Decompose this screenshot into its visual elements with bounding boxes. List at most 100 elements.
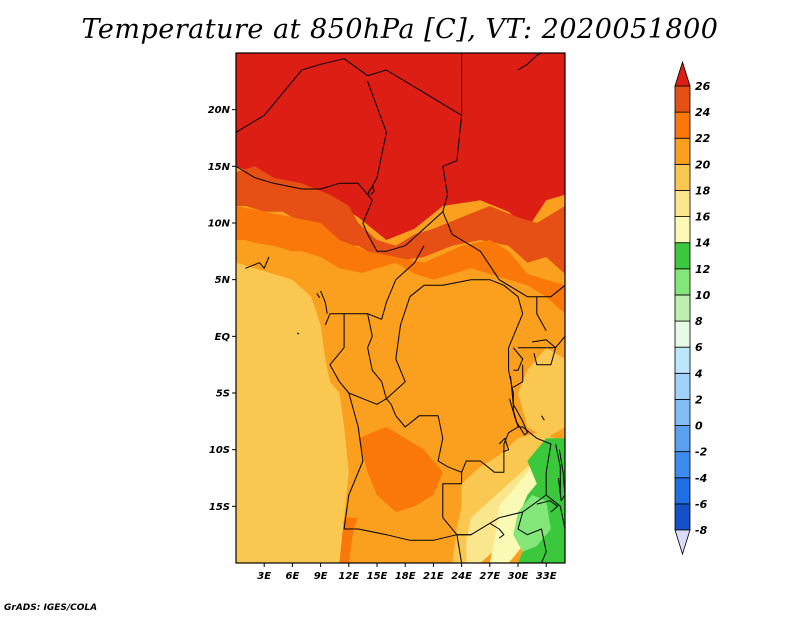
- lat-tick-label: 15S: [209, 502, 230, 513]
- border-line: [517, 53, 542, 71]
- colorbar-label: 10: [695, 289, 711, 302]
- region-central-orange: [236, 240, 565, 484]
- lon-tick-label: 30E: [508, 571, 529, 582]
- lon-tick-label: 12E: [338, 571, 359, 582]
- colorbar-segment: [674, 451, 691, 479]
- border-line: [536, 500, 558, 513]
- colorbar-low-cap: [674, 529, 691, 556]
- colorbar-segment: [674, 346, 691, 374]
- colorbar-segment: [674, 320, 691, 348]
- border-line: [532, 339, 557, 366]
- colorbar-label: 2: [695, 393, 703, 406]
- region-angola-hot: [358, 427, 443, 512]
- border-line: [555, 443, 561, 495]
- colorbar-label: 0: [695, 420, 703, 433]
- colorbar-label: 22: [695, 132, 711, 145]
- colorbar-label: 20: [695, 158, 711, 171]
- border-line: [456, 534, 463, 563]
- lon-tick-label: 3E: [257, 571, 271, 582]
- lat-tick-label: EQ: [215, 332, 231, 343]
- lon-tick-label: 24E: [451, 571, 472, 582]
- region-lake-region-light: [518, 347, 565, 439]
- lat-tick-label: 5N: [215, 275, 231, 286]
- border-line: [367, 313, 471, 536]
- border-line: [545, 494, 565, 530]
- lon-tick-label: 15E: [367, 571, 388, 582]
- region-north-central-warm: [236, 206, 565, 314]
- region-south-orange: [348, 495, 471, 563]
- border-line: [296, 332, 300, 335]
- colorbar-segment: [674, 111, 691, 139]
- longitude-axis: 3E 6E 9E 12E 15E 18E 21E 24E 27E 30E 33E: [257, 563, 557, 582]
- colorbar-segment: [674, 163, 691, 191]
- colorbar-segment: [674, 425, 691, 453]
- border-line: [518, 335, 565, 349]
- colorbar-segment: [674, 372, 691, 400]
- lon-tick-label: 6E: [286, 571, 300, 582]
- colorbar-segment: [674, 216, 691, 244]
- border-line: [541, 415, 545, 421]
- border-line: [536, 296, 547, 331]
- border-line: [512, 347, 524, 371]
- colorbar-high-cap: [674, 60, 691, 87]
- colorbar-label: -2: [695, 446, 708, 459]
- border-line: [489, 522, 505, 539]
- colorbar-label: 18: [695, 184, 711, 197]
- colorbar-label: 4: [694, 367, 703, 380]
- colorbar-label: 6: [695, 341, 703, 354]
- colorbar-label: 24: [695, 106, 710, 119]
- colorbar-segment: [674, 477, 691, 505]
- colorbar-segment: [674, 294, 691, 322]
- border-line: [245, 256, 270, 269]
- border-line: [320, 290, 328, 314]
- region-malawi-light-green: [513, 495, 551, 552]
- border-line: [509, 375, 528, 436]
- border-line: [498, 437, 510, 453]
- lat-tick-label: 20N: [208, 105, 231, 116]
- colorbar-label: -4: [695, 472, 707, 485]
- colorbar-segment: [674, 399, 691, 426]
- lon-tick-label: 21E: [423, 571, 444, 582]
- colorbar-segment: [674, 190, 691, 217]
- lon-tick-label: 9E: [314, 571, 328, 582]
- country-borders: [236, 53, 565, 563]
- border-line: [386, 279, 524, 473]
- colorbar-label: 14: [695, 237, 710, 250]
- region-west-coast-hot: [236, 166, 565, 274]
- lat-tick-label: 10N: [208, 219, 231, 230]
- plot-title: Temperature at 850hPa [C], VT: 202005180…: [81, 14, 719, 45]
- colorbar-label: -8: [695, 524, 708, 537]
- border-line: [442, 211, 565, 298]
- colorbar-segment: [674, 242, 691, 270]
- temperature-field: [236, 53, 565, 563]
- colorbar-segment: [674, 268, 691, 296]
- colorbar-label: -6: [695, 498, 708, 511]
- border-line: [517, 511, 547, 563]
- lat-tick-label: 5S: [216, 389, 230, 400]
- border-line: [348, 392, 387, 405]
- lon-tick-label: 33E: [536, 571, 557, 582]
- colorbar-segment: [674, 503, 691, 531]
- border-line: [236, 53, 463, 133]
- grads-credit: GrADS: IGES/COLA: [4, 603, 98, 613]
- border-line: [557, 449, 565, 502]
- colorbar-label: 12: [695, 263, 711, 276]
- colorbar-label: 26: [695, 80, 711, 93]
- border-line: [367, 186, 375, 196]
- region-coastal-west-light: [236, 262, 349, 563]
- latitude-axis: 20N 15N 10N 5N EQ 5S 10S 15S: [208, 105, 236, 513]
- border-line: [324, 245, 425, 326]
- border-line: [236, 115, 463, 252]
- colorbar-label: 16: [695, 211, 711, 224]
- border-line: [316, 293, 321, 299]
- lat-tick-label: 15N: [208, 162, 231, 173]
- colorbar-segment: [674, 85, 691, 113]
- border-line: [513, 364, 524, 388]
- lon-tick-label: 27E: [479, 571, 500, 582]
- colorbar-segment: [674, 137, 691, 165]
- map-frame: [235, 52, 566, 564]
- border-line: [329, 313, 350, 394]
